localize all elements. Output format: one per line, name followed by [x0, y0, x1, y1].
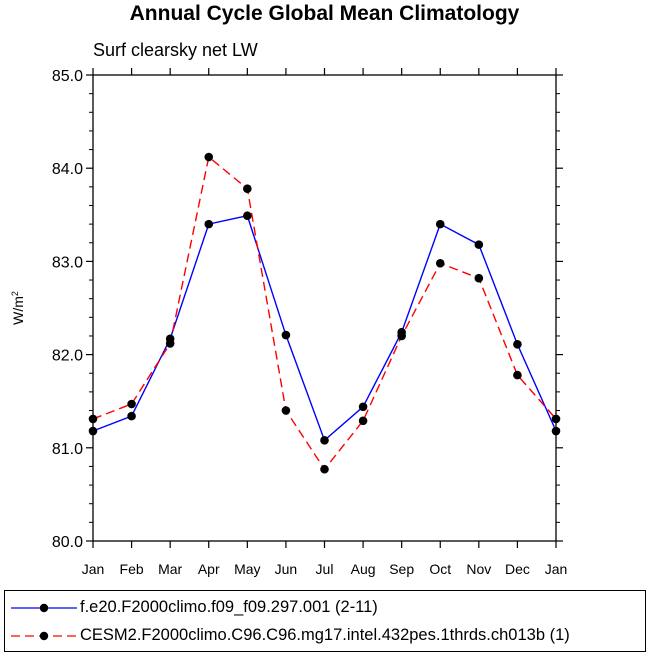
- series-2-point: [243, 184, 252, 194]
- chart-title: Annual Cycle Global Mean Climatology: [129, 2, 520, 25]
- y-tick-label: 80.0: [52, 534, 83, 551]
- series-1-point: [513, 340, 522, 349]
- series-2-point: [320, 464, 329, 474]
- legend: f.e20.F2000climo.f09_f09.297.001 (2-11) …: [4, 590, 646, 652]
- x-tick-label: Sep: [389, 561, 414, 577]
- legend-marker-series-1: [11, 603, 77, 613]
- y-axis-label-superscript: 2: [10, 291, 20, 296]
- x-tick-labels: Jan Feb Mar Apr May Jun Jul Aug Sep Oct Nov Dec Jan: [82, 561, 568, 577]
- x-tick-label: Feb: [120, 561, 144, 577]
- series-2-point: [165, 339, 175, 348]
- chart-plot-area: 80.0 81.0 82.0 83.0 84.0 85.0 Jan Feb Mar Apr May…: [10, 68, 568, 577]
- legend-label-series-2: CESM2.F2000climo.C96.C96.mg17.intel.432p…: [80, 626, 570, 644]
- x-tick-label: Jun: [275, 561, 298, 577]
- x-tick-label: May: [234, 561, 260, 577]
- series-2-point: [358, 416, 368, 426]
- legend-entry-series-2: CESM2.F2000climo.C96.C96.mg17.intel.432p…: [5, 623, 645, 649]
- y-axis-label: W/m2: [10, 291, 26, 325]
- series-layer: [88, 152, 561, 474]
- y-tick-label: 81.0: [52, 441, 83, 458]
- series-2-point: [397, 331, 406, 341]
- x-tick-label: Jul: [316, 561, 334, 577]
- series-2-point: [435, 258, 445, 268]
- series-1-point: [320, 436, 329, 445]
- series-1-point: [358, 402, 368, 412]
- series-1-point: [474, 240, 484, 249]
- series-line-1: [92, 214, 557, 442]
- y-tick-labels: 80.0 81.0 82.0 83.0 84.0 85.0: [52, 68, 83, 551]
- legend-entry-series-1: f.e20.F2000climo.f09_f09.297.001 (2-11): [5, 595, 645, 621]
- x-tick-label: Apr: [198, 561, 220, 577]
- series-2-point: [88, 414, 98, 424]
- series-1-point: [281, 330, 291, 340]
- legend-label-series-1: f.e20.F2000climo.f09_f09.297.001 (2-11): [80, 598, 378, 616]
- x-tick-label: Jan: [82, 561, 105, 577]
- x-tick-label: Mar: [158, 561, 182, 577]
- chart-subtitle: Surf clearsky net LW: [93, 40, 258, 60]
- y-tick-label: 83.0: [52, 254, 83, 271]
- x-tick-label: Oct: [429, 561, 451, 577]
- series-2-point: [127, 399, 136, 409]
- x-tick-label: Nov: [466, 561, 491, 577]
- y-tick-label: 84.0: [52, 161, 83, 178]
- x-tick-label: Jan: [545, 561, 568, 577]
- x-tick-label: Dec: [505, 561, 530, 577]
- series-2-point: [551, 414, 561, 424]
- series-2-point: [281, 406, 291, 415]
- series-1-point: [551, 426, 561, 436]
- series-2-point: [513, 370, 522, 380]
- series-1-point: [243, 211, 252, 221]
- series-line-2: [92, 155, 557, 471]
- series-1-point: [127, 411, 136, 421]
- x-tick-label: Aug: [351, 561, 376, 577]
- series-2-point: [474, 273, 484, 283]
- series-1-point: [204, 219, 214, 229]
- legend-marker-series-2: [11, 631, 77, 641]
- y-tick-label: 85.0: [52, 68, 83, 85]
- series-1-point: [88, 426, 98, 436]
- series-2-point: [204, 152, 214, 162]
- y-tick-label: 82.0: [52, 348, 83, 365]
- series-1-point: [435, 219, 445, 229]
